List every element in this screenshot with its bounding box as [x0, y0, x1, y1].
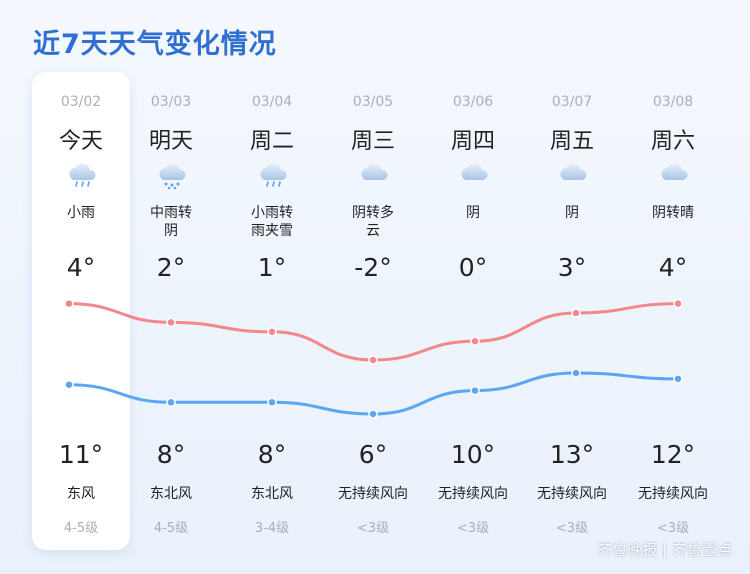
low-temp: 10°: [450, 440, 496, 469]
wind-direction: 无持续风向: [537, 486, 607, 502]
day-date: 03/03: [150, 94, 192, 110]
light-rain-icon: [31, 158, 131, 188]
condition-line: 阴: [565, 205, 579, 221]
wind-direction: 无持续风向: [638, 486, 708, 502]
day-column[interactable]: 03/03 明天中雨转阴 2° 8° 东北风 4-5级: [121, 0, 221, 574]
lower-curve-point: [673, 374, 683, 384]
condition-line: 小雨: [67, 205, 95, 221]
wind-direction: 东北风: [150, 486, 192, 502]
wind-direction: 无持续风向: [338, 486, 408, 502]
cloudy-icon: [522, 158, 622, 188]
lower-curve-point: [166, 397, 176, 408]
wind-level: <3级: [555, 521, 589, 536]
condition-line: 阴: [466, 205, 480, 221]
day-date: 03/04: [251, 94, 293, 110]
condition-line: 阴: [164, 223, 178, 239]
day-column[interactable]: 03/08 周六阴转晴 4° 12° 无持续风向 <3级: [623, 0, 723, 574]
condition-text: 小雨转 雨夹雪: [222, 204, 322, 240]
wind-level: 4-5级: [153, 521, 189, 536]
wind-level: 3-4级: [254, 521, 290, 536]
condition-text: 阴: [522, 204, 622, 222]
upper-curve-point: [368, 355, 378, 365]
high-temp: 3°: [557, 253, 587, 282]
condition-line: 小雨转: [251, 205, 293, 221]
day-label: 周六: [650, 129, 695, 154]
day-column[interactable]: 03/04 周二小雨转雨夹雪 1° 8° 东北风 3-4级: [222, 0, 322, 574]
condition-text: 小雨: [31, 204, 131, 222]
upper-curve-point: [166, 317, 176, 328]
day-date: 03/02: [60, 94, 102, 110]
wind-level: <3级: [456, 521, 490, 536]
wind-level: 4-5级: [63, 521, 99, 536]
day-label: 周二: [249, 129, 294, 154]
low-temp: 11°: [58, 440, 104, 469]
day-label: 周四: [450, 129, 495, 154]
condition-line: 阴转晴: [652, 205, 694, 221]
condition-text: 阴转晴: [623, 204, 723, 222]
condition-line: 雨夹雪: [251, 223, 293, 239]
day-column[interactable]: 03/06 周四阴 0° 10° 无持续风向 <3级: [423, 0, 523, 574]
watermark: 齐鲁晚报 | 齐鲁壹点: [597, 541, 732, 559]
condition-text: 阴: [423, 204, 523, 222]
wind-level: <3级: [356, 521, 390, 536]
lower-curve-point: [470, 385, 480, 396]
cloudy-icon: [423, 158, 523, 188]
upper-curve-point: [673, 298, 683, 309]
high-temp: 4°: [66, 253, 96, 282]
cloudy-icon: [623, 158, 723, 188]
cloudy-icon: [323, 158, 423, 188]
condition-text: 中雨转阴: [121, 204, 221, 240]
light-rain-icon: [222, 158, 322, 188]
high-temp: 4°: [658, 253, 688, 282]
upper-curve-point: [64, 298, 74, 309]
lower-curve-point: [571, 368, 581, 378]
page-title: 近7天天气变化情况: [33, 29, 277, 60]
condition-line: 阴转多: [352, 205, 394, 221]
moderate-rain-icon: [121, 158, 221, 190]
day-date: 03/06: [452, 94, 494, 110]
low-temp: 12°: [650, 440, 696, 469]
high-temp: 1°: [257, 253, 287, 282]
day-date: 03/05: [352, 94, 394, 110]
day-label: 周五: [549, 129, 594, 154]
high-temp: 2°: [156, 253, 186, 282]
day-label: 今天: [58, 129, 103, 154]
day-column[interactable]: 03/02 今天小雨 4° 11° 东风 4-5级: [31, 0, 131, 574]
lower-curve-point: [267, 397, 277, 408]
day-column[interactable]: 03/07 周五阴 3° 13° 无持续风向 <3级: [522, 0, 622, 574]
wind-direction: 东风: [67, 486, 95, 502]
lower-curve-point: [368, 409, 378, 419]
wind-direction: 无持续风向: [438, 486, 508, 502]
wind-direction: 东北风: [251, 486, 293, 502]
upper-curve-point: [267, 327, 277, 337]
day-date: 03/07: [551, 94, 593, 110]
high-temp: 0°: [458, 253, 488, 282]
day-label: 周三: [350, 129, 395, 154]
upper-curve-point: [470, 336, 480, 346]
low-temp: 8°: [156, 440, 186, 469]
upper-curve-point: [571, 308, 581, 318]
condition-line: 中雨转: [150, 205, 192, 221]
low-temp: 8°: [257, 440, 287, 469]
day-label: 明天: [148, 129, 193, 154]
day-column[interactable]: 03/05 周三阴转多云 -2° 6° 无持续风向 <3级: [323, 0, 423, 574]
high-temp: -2°: [354, 253, 392, 282]
condition-line: 云: [366, 223, 380, 239]
wind-level: <3级: [656, 521, 690, 536]
condition-text: 阴转多云: [323, 204, 423, 240]
day-date: 03/08: [652, 94, 694, 110]
lower-curve-point: [64, 379, 74, 390]
low-temp: 6°: [358, 440, 388, 469]
low-temp: 13°: [549, 440, 595, 469]
